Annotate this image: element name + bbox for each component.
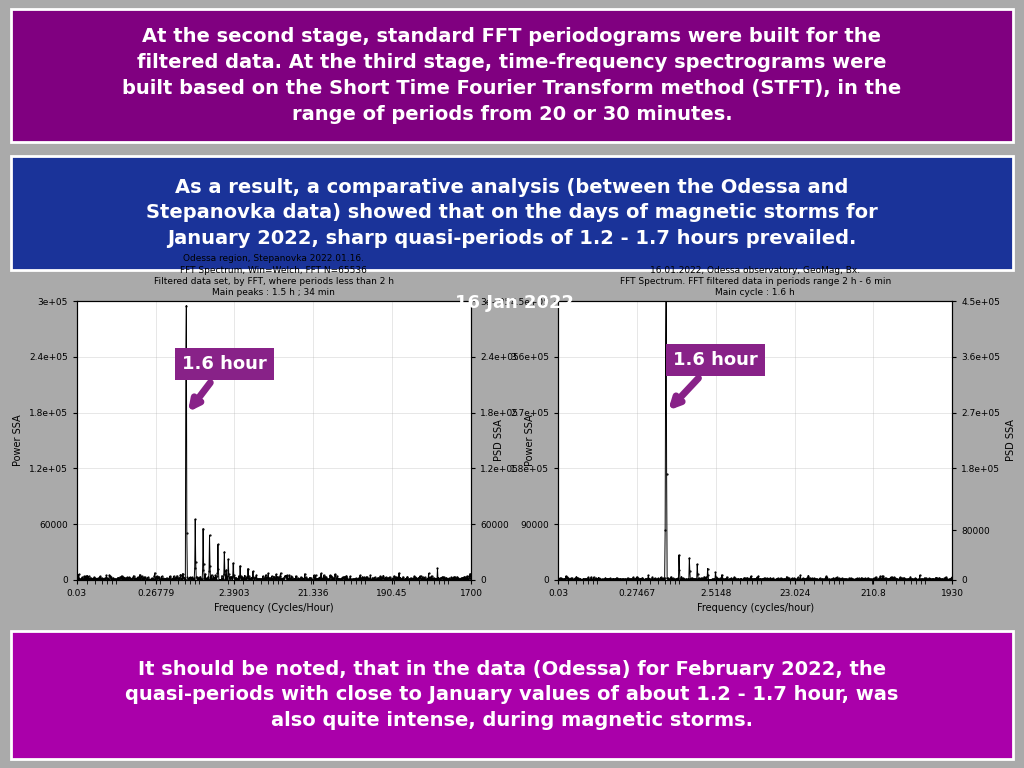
Text: 1.6 hour: 1.6 hour [673,351,758,405]
Y-axis label: PSD SSA: PSD SSA [495,419,505,462]
Y-axis label: PSD SSA: PSD SSA [1006,419,1016,462]
FancyBboxPatch shape [11,631,1013,760]
Text: As a result, a comparative analysis (between the Odessa and
Stepanovka data) sho: As a result, a comparative analysis (bet… [146,177,878,248]
X-axis label: Frequency (cycles/hour): Frequency (cycles/hour) [696,604,814,614]
FancyBboxPatch shape [11,9,1013,142]
Y-axis label: Power SSA: Power SSA [13,415,24,466]
Y-axis label: Power SSA: Power SSA [524,415,535,466]
Text: At the second stage, standard FFT periodograms were built for the
filtered data.: At the second stage, standard FFT period… [123,28,901,124]
Text: It should be noted, that in the data (Odessa) for February 2022, the
quasi-perio: It should be noted, that in the data (Od… [125,660,899,730]
FancyBboxPatch shape [11,156,1013,270]
Text: 1.6 hour: 1.6 hour [182,356,266,406]
Text: 16 Jan 2022: 16 Jan 2022 [455,294,574,312]
X-axis label: Frequency (Cycles/Hour): Frequency (Cycles/Hour) [214,604,334,614]
Title: Odessa region, Stepanovka 2022.01.16.
FFT Spectrum, Win=Welch, FFT N=65536
Filte: Odessa region, Stepanovka 2022.01.16. FF… [154,254,394,297]
Title: 16.01.2022, Odessa observatory, GeoMag, Bx.
FFT Spectrum. FFT filtered data in p: 16.01.2022, Odessa observatory, GeoMag, … [620,266,891,297]
